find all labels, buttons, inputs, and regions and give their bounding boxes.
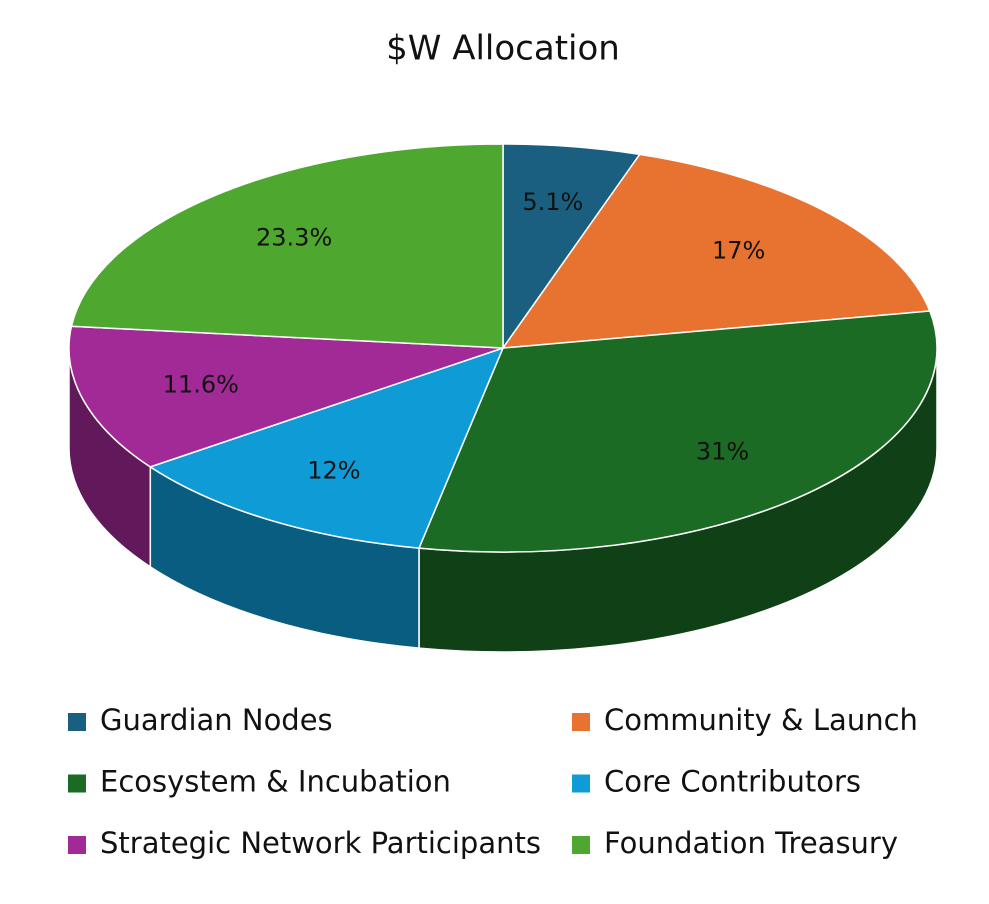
data-labels: 5.1% 17% 31% 12% 11.6% 23.3% (163, 188, 766, 485)
legend-swatch (572, 836, 590, 854)
pie-tops (68, 143, 938, 553)
legend-swatch (68, 836, 86, 854)
legend-swatch (572, 774, 590, 793)
pie-slice (148, 346, 505, 549)
legend: Guardian Nodes Community & Launch Ecosyste… (68, 703, 918, 860)
pie-slice (417, 310, 938, 553)
pie-slice (68, 325, 504, 468)
legend-label: Community & Launch (604, 703, 918, 737)
data-label: 31% (696, 438, 749, 466)
pie-slice (502, 143, 642, 351)
data-label: 17% (712, 237, 765, 265)
pie-sides (68, 347, 938, 653)
legend-label: Core Contributors (604, 765, 861, 799)
legend-label: Strategic Network Participants (100, 826, 541, 860)
chart-title: $W Allocation (386, 29, 620, 69)
legend-label: Guardian Nodes (100, 703, 333, 737)
data-label: 5.1% (522, 188, 583, 216)
pie-slice (70, 143, 504, 349)
legend-swatch (68, 774, 86, 793)
legend-label: Foundation Treasury (604, 826, 898, 860)
data-label: 23.3% (256, 224, 332, 252)
legend-label: Ecosystem & Incubation (100, 765, 451, 799)
data-label: 12% (307, 457, 360, 485)
legend-swatch (68, 713, 86, 731)
data-label: 11.6% (163, 370, 239, 398)
legend-swatch (572, 713, 590, 731)
pie-slice (501, 153, 931, 349)
